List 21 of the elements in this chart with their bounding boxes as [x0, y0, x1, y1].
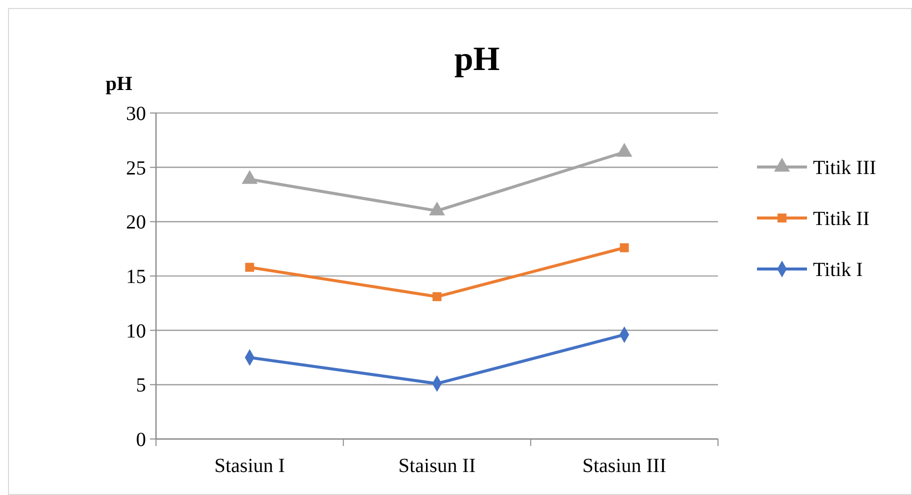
y-tick-label: 20: [126, 212, 146, 234]
legend-label: Titik II: [813, 208, 870, 230]
y-tick-label: 15: [126, 266, 146, 288]
y-tick-label: 25: [126, 157, 146, 180]
legend-label: Titik I: [813, 259, 863, 281]
point: [616, 142, 632, 157]
x-tick-label: Stasiun III: [582, 455, 666, 477]
x-tick-label: Staisun II: [398, 455, 476, 477]
chart-title: pH: [454, 41, 500, 78]
point: [429, 202, 445, 216]
x-tick-label: Stasiun I: [214, 455, 285, 477]
y-tick-label: 5: [136, 374, 146, 397]
point: [245, 262, 254, 272]
y-tick-label: 30: [126, 103, 146, 125]
legend-label: Titik III: [813, 157, 876, 179]
y-tick-label: 10: [126, 320, 146, 342]
y-axis-title: pH: [106, 73, 133, 95]
point: [242, 170, 258, 184]
point: [432, 292, 442, 302]
y-tick-label: 0: [136, 429, 146, 451]
point: [620, 243, 629, 252]
